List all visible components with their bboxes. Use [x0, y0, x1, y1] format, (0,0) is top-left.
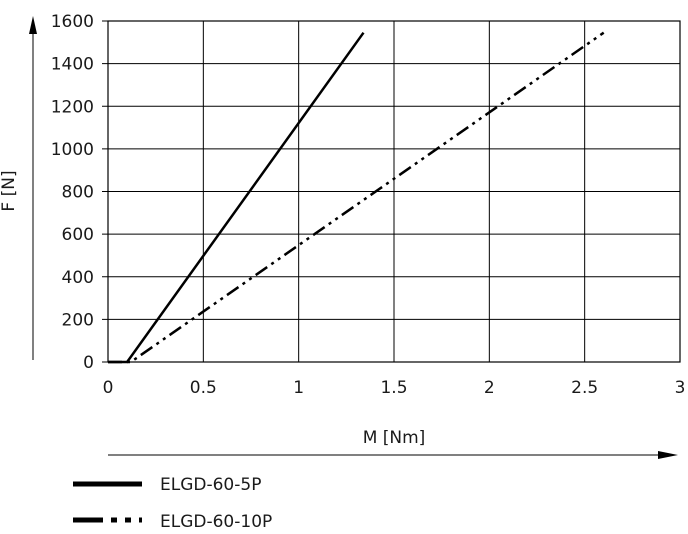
- legend-label-elgd-60-5p: ELGD-60-5P: [160, 475, 261, 495]
- legend: ELGD-60-5P ELGD-60-10P: [73, 475, 272, 532]
- x-tick-label-2: 1: [293, 378, 304, 398]
- grid: [107, 20, 681, 363]
- x-tick-label-5: 2.5: [571, 378, 598, 398]
- y-axis-ticks: 0 200 400 600 800 1000 1200 1400 1600: [51, 12, 108, 373]
- series-line-0: [108, 31, 365, 364]
- y-axis-arrowhead: [29, 16, 37, 34]
- series-lines: [108, 31, 605, 364]
- y-tick-label-2: 400: [62, 268, 94, 288]
- x-tick-label-0: 0: [103, 378, 114, 398]
- y-tick-label-3: 600: [62, 225, 94, 245]
- y-tick-label-8: 1600: [51, 12, 94, 32]
- legend-label-elgd-60-10p: ELGD-60-10P: [160, 512, 272, 532]
- y-tick-label-5: 1000: [51, 140, 94, 160]
- series-line-1: [108, 31, 605, 364]
- x-tick-label-4: 2: [484, 378, 495, 398]
- y-axis-label: F [N]: [0, 170, 19, 211]
- x-axis-ticks: 0 0.5 1 1.5 2 2.5 3: [103, 378, 686, 398]
- y-tick-label-6: 1200: [51, 97, 94, 117]
- x-axis-arrowhead: [658, 451, 678, 459]
- y-tick-label-1: 200: [62, 310, 94, 330]
- x-tick-label-1: 0.5: [190, 378, 217, 398]
- y-tick-label-0: 0: [83, 353, 94, 373]
- y-tick-label-4: 800: [62, 183, 94, 203]
- x-axis-label: M [Nm]: [363, 428, 426, 448]
- x-tick-label-3: 1.5: [380, 378, 407, 398]
- x-tick-label-6: 3: [675, 378, 686, 398]
- y-tick-label-7: 1400: [51, 55, 94, 75]
